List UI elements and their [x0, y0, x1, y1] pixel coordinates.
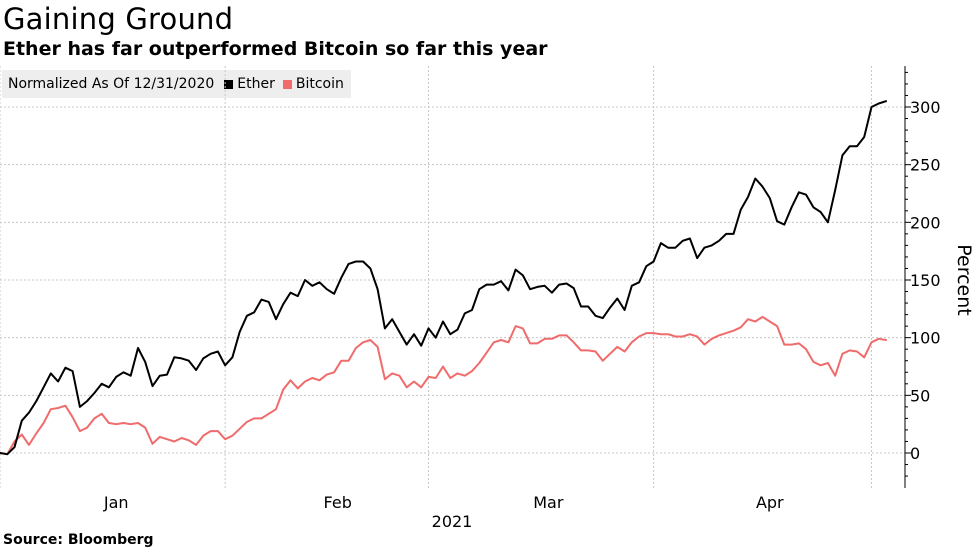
- y-tick-label-0: 0: [910, 444, 920, 463]
- legend-note: Normalized As Of 12/31/2020: [8, 76, 215, 92]
- legend-item-ether: Ether: [224, 76, 275, 92]
- y-tick-label-50: 50: [910, 386, 930, 405]
- legend-item-bitcoin: Bitcoin: [282, 76, 344, 92]
- x-tick-label-apr: Apr: [756, 493, 784, 512]
- x-tick-label-mar: Mar: [533, 493, 564, 512]
- y-tick-label-100: 100: [910, 329, 941, 348]
- y-axis-title: Percent: [953, 244, 975, 316]
- chart-title: Gaining Ground: [3, 2, 234, 36]
- chart-subtitle: Ether has far outperformed Bitcoin so fa…: [3, 38, 548, 60]
- series-line-ether: [0, 100, 887, 456]
- legend: Normalized As Of 12/31/2020 Ether Bitcoi…: [2, 70, 351, 98]
- y-tick-label-250: 250: [910, 156, 941, 175]
- y-tick-label-200: 200: [910, 213, 941, 232]
- x-tick-label-jan: Jan: [103, 493, 129, 512]
- legend-label-bitcoin: Bitcoin: [295, 76, 344, 92]
- series-group: [0, 100, 887, 456]
- source-note: Source: Bloomberg: [3, 532, 154, 548]
- legend-swatch-ether: [224, 79, 234, 89]
- y-tick-label-300: 300: [910, 98, 941, 117]
- x-axis: Jan Feb Mar Apr: [103, 493, 784, 512]
- y-axis: 0 50 100 150 200 250 300: [904, 66, 941, 488]
- series-line-bitcoin: [0, 315, 887, 456]
- grid: [0, 106, 905, 454]
- y-tick-label-150: 150: [910, 271, 941, 290]
- legend-swatch-bitcoin: [282, 79, 292, 89]
- x-tick-label-feb: Feb: [324, 493, 352, 512]
- x-axis-year-label: 2021: [432, 512, 473, 531]
- legend-label-ether: Ether: [237, 76, 275, 92]
